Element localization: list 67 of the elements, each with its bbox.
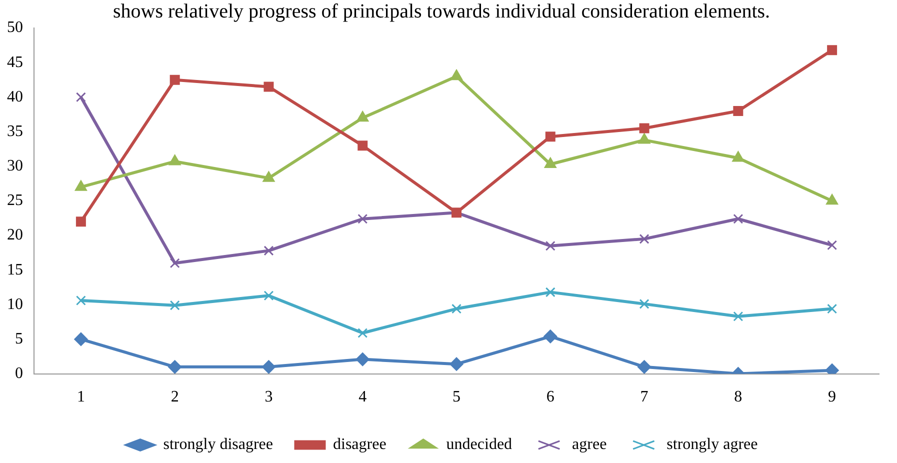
point bbox=[170, 300, 180, 310]
x-tick-label: 2 bbox=[170, 388, 179, 406]
point bbox=[74, 332, 88, 346]
point bbox=[264, 246, 274, 256]
point bbox=[75, 180, 87, 191]
legend-label: undecided bbox=[446, 436, 512, 454]
y-tick-label: 0 bbox=[15, 365, 23, 382]
point bbox=[732, 151, 744, 162]
y-tick-label: 25 bbox=[7, 192, 23, 210]
point bbox=[733, 311, 744, 322]
point bbox=[76, 92, 86, 102]
point bbox=[262, 171, 275, 182]
point bbox=[168, 360, 182, 374]
point bbox=[544, 330, 558, 344]
legend-label: strongly disagree bbox=[163, 436, 273, 454]
point bbox=[76, 216, 86, 227]
y-tick-label: 20 bbox=[7, 226, 23, 244]
legend-label: disagree bbox=[332, 436, 386, 454]
point bbox=[76, 296, 86, 306]
x-tick-label: 4 bbox=[358, 388, 367, 406]
y-tick-label: 50 bbox=[7, 19, 23, 36]
point bbox=[358, 140, 368, 151]
legend-label: strongly agree bbox=[666, 436, 758, 454]
point bbox=[639, 298, 650, 309]
y-tick-label: 5 bbox=[15, 330, 23, 348]
point bbox=[358, 328, 368, 338]
point bbox=[827, 45, 838, 56]
x-tick-label: 1 bbox=[76, 388, 85, 406]
x-tick-label: 6 bbox=[546, 388, 554, 406]
point bbox=[450, 357, 464, 371]
point bbox=[545, 132, 556, 142]
point bbox=[168, 154, 181, 166]
y-tick-label: 35 bbox=[7, 122, 23, 140]
point bbox=[356, 352, 370, 366]
legend-label: agree bbox=[572, 436, 607, 454]
point bbox=[170, 258, 180, 268]
y-tick-label: 30 bbox=[7, 158, 23, 175]
point bbox=[545, 287, 556, 298]
point bbox=[544, 157, 556, 168]
point bbox=[639, 123, 650, 134]
point bbox=[356, 111, 369, 122]
point bbox=[170, 74, 180, 85]
chart-title: shows relatively progress of principals towards individual consideration elements. bbox=[112, 0, 770, 22]
point bbox=[827, 304, 838, 314]
point bbox=[264, 82, 274, 92]
y-tick-label: 10 bbox=[7, 296, 23, 313]
y-tick-label: 45 bbox=[7, 54, 23, 71]
point bbox=[452, 304, 462, 314]
point bbox=[358, 214, 368, 224]
y-tick-label: 15 bbox=[7, 261, 23, 278]
point bbox=[733, 106, 744, 116]
x-tick-label: 8 bbox=[734, 388, 742, 406]
point bbox=[262, 360, 276, 374]
x-tick-label: 3 bbox=[264, 388, 273, 406]
point bbox=[545, 240, 556, 251]
x-tick-label: 9 bbox=[828, 388, 836, 406]
point bbox=[638, 133, 650, 144]
point bbox=[638, 360, 652, 374]
point bbox=[450, 70, 462, 80]
point bbox=[639, 234, 650, 244]
point bbox=[827, 240, 838, 250]
x-tick-label: 7 bbox=[640, 388, 648, 406]
x-tick-label: 5 bbox=[452, 388, 460, 406]
point bbox=[826, 194, 838, 205]
y-tick-label: 40 bbox=[7, 88, 23, 106]
point bbox=[733, 214, 744, 224]
point bbox=[264, 290, 274, 301]
